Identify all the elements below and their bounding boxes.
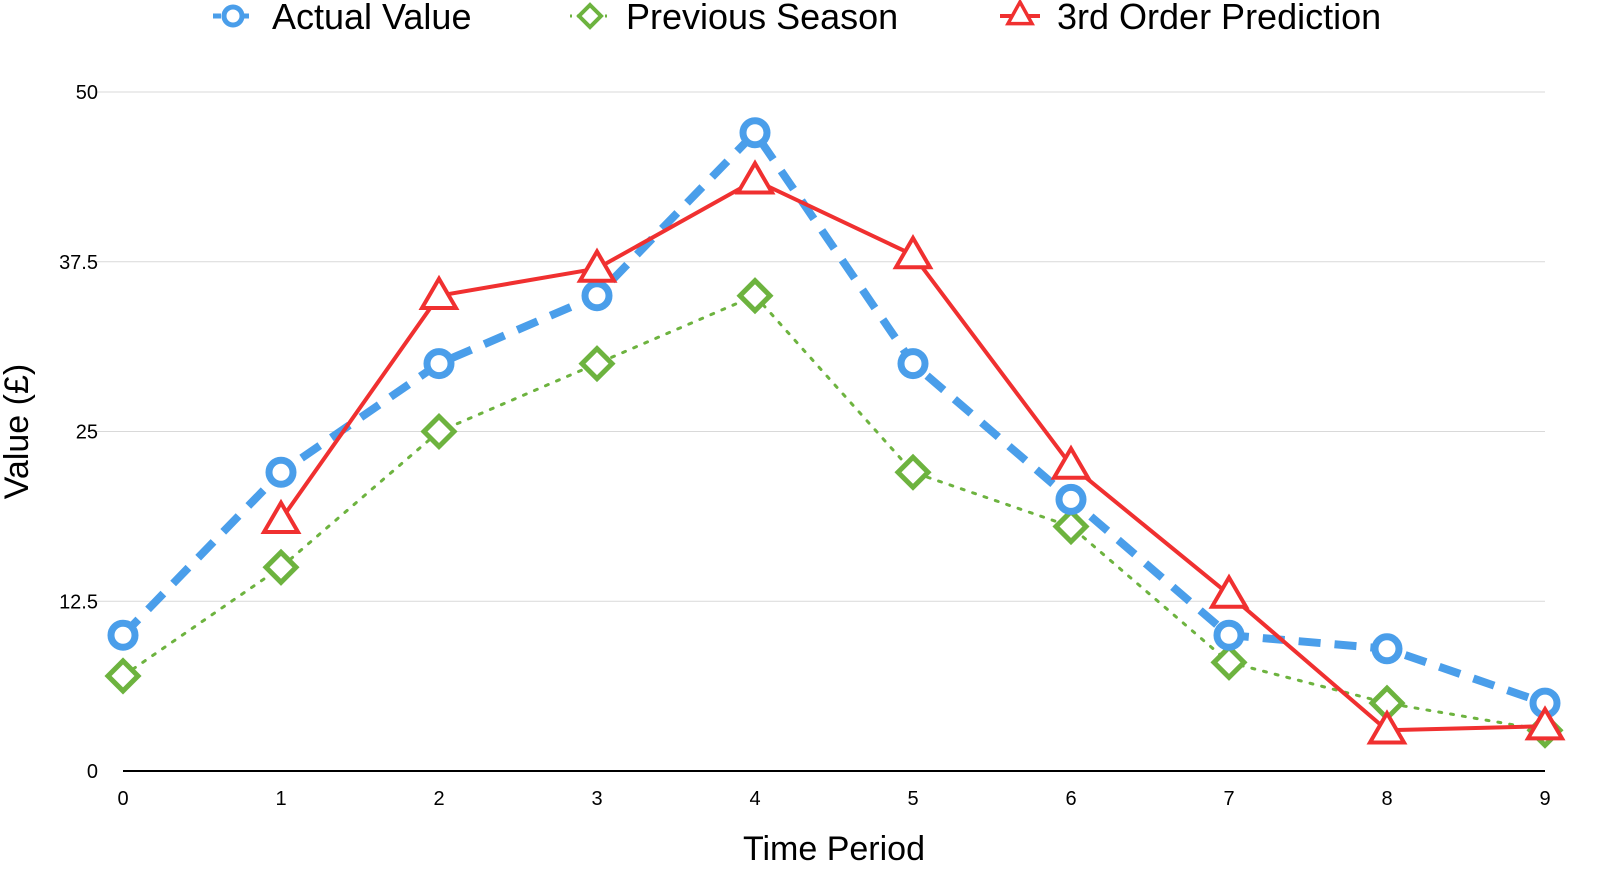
y-tick-label: 37.5 bbox=[59, 252, 98, 274]
data-point bbox=[265, 456, 297, 488]
series-previous-season bbox=[104, 277, 1564, 749]
data-point bbox=[578, 345, 616, 383]
y-axis-ticks: 0 12.5 25 37.5 50 bbox=[59, 82, 98, 783]
x-tick-label: 4 bbox=[749, 788, 760, 810]
data-point bbox=[418, 274, 460, 310]
data-point bbox=[1371, 633, 1403, 665]
data-point bbox=[1050, 444, 1092, 480]
legend-marker bbox=[221, 4, 245, 28]
x-tick-label: 7 bbox=[1223, 788, 1234, 810]
data-point bbox=[897, 348, 929, 380]
x-axis-ticks: 0 1 2 3 4 5 6 7 8 9 bbox=[117, 788, 1550, 810]
x-tick-label: 3 bbox=[591, 788, 602, 810]
data-point bbox=[894, 453, 932, 491]
data-point bbox=[734, 159, 776, 195]
x-tick-label: 6 bbox=[1065, 788, 1076, 810]
legend-marker bbox=[576, 2, 604, 30]
x-tick-label: 5 bbox=[907, 788, 918, 810]
data-point bbox=[420, 412, 458, 451]
legend-label: Previous Season bbox=[626, 0, 898, 37]
series-3rd-order-prediction bbox=[260, 159, 1566, 745]
data-point bbox=[260, 498, 302, 535]
legend-item: Previous Season bbox=[570, 0, 898, 37]
x-tick-label: 2 bbox=[433, 788, 444, 810]
data-point bbox=[1208, 573, 1250, 609]
data-point bbox=[576, 247, 618, 283]
x-tick-label: 8 bbox=[1381, 788, 1392, 810]
data-point bbox=[1524, 705, 1566, 741]
data-point bbox=[107, 619, 139, 651]
data-point bbox=[1213, 619, 1245, 651]
data-point bbox=[423, 348, 455, 380]
legend-item: 3rd Order Prediction bbox=[1000, 0, 1381, 37]
data-point bbox=[739, 117, 771, 149]
data-point bbox=[262, 548, 300, 586]
gridlines bbox=[96, 91, 1545, 602]
legend-item: Actual Value bbox=[213, 0, 471, 37]
y-tick-label: 12.5 bbox=[59, 591, 98, 613]
x-tick-label: 9 bbox=[1539, 788, 1550, 810]
data-point bbox=[1366, 709, 1408, 745]
data-point bbox=[581, 280, 613, 312]
series-line bbox=[121, 294, 1547, 732]
data-point bbox=[1052, 508, 1090, 546]
data-point bbox=[1055, 483, 1087, 515]
y-tick-label: 50 bbox=[76, 82, 98, 104]
chart-legend: Actual Value Previous Season 3rd Order Pre… bbox=[213, 0, 1381, 37]
data-point bbox=[104, 657, 142, 695]
x-tick-label: 1 bbox=[275, 788, 286, 810]
series-group bbox=[104, 117, 1566, 749]
legend-marker bbox=[1005, 0, 1035, 26]
x-axis-title: Time Period bbox=[743, 830, 925, 868]
data-point bbox=[1210, 643, 1248, 681]
data-point bbox=[736, 277, 774, 315]
legend-label: 3rd Order Prediction bbox=[1057, 0, 1381, 37]
legend-label: Actual Value bbox=[272, 0, 471, 37]
x-tick-label: 0 bbox=[117, 788, 128, 810]
series-actual-value bbox=[107, 117, 1561, 719]
y-tick-label: 25 bbox=[76, 422, 98, 444]
data-point bbox=[892, 233, 934, 270]
series-line bbox=[120, 128, 1547, 707]
y-tick-label: 0 bbox=[87, 761, 98, 783]
y-axis-title: Value (£) bbox=[0, 364, 36, 499]
